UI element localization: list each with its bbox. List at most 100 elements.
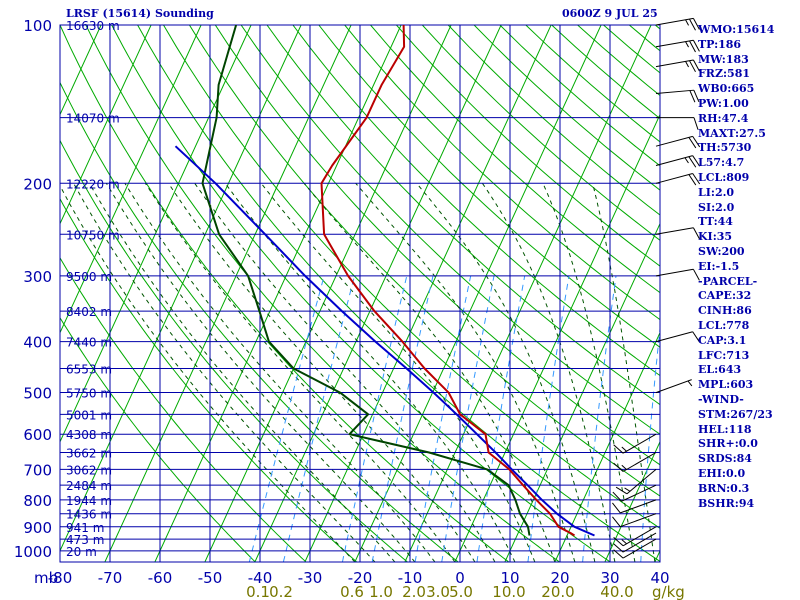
barb-full (692, 331, 701, 343)
mixing-ratio-line (527, 275, 570, 562)
wind-barb (612, 484, 657, 502)
mixing-ratio-label: 2.0 (402, 583, 426, 600)
temperature-line (320, 25, 576, 537)
barb-staff (655, 268, 694, 277)
pressure-tick-label: 1000 (14, 543, 52, 561)
barb-staff (655, 89, 694, 94)
index-item: BRN:0.3 (698, 481, 750, 495)
temperature-tick-label: 10 (500, 569, 519, 587)
isotherm (454, 113, 660, 562)
height-label: 3062 m (66, 463, 112, 477)
index-item: BSHR:94 (698, 496, 755, 510)
barb-full (692, 136, 701, 148)
mixing-ratio-label: 3.0 (426, 583, 450, 600)
barb-full (689, 60, 696, 73)
pressure-tick-label: 300 (23, 268, 52, 286)
barb-half (685, 41, 689, 48)
barb-full (688, 174, 697, 186)
index-item: MW:183 (698, 52, 749, 66)
barb-full (692, 59, 700, 72)
temperature-tick-label: 0 (455, 569, 465, 587)
wind-barb (655, 227, 700, 240)
dry-adiabat (137, 25, 660, 562)
mixing-ratio-label: 20.0 (541, 583, 574, 600)
barb-full (689, 90, 696, 103)
height-label: 6553 m (66, 363, 112, 377)
mixing-ratio-label: 10.0 (492, 583, 525, 600)
dry-adiabat (85, 25, 560, 562)
barb-full (692, 173, 701, 185)
barb-full (612, 516, 621, 528)
barb-half (624, 487, 631, 492)
moist-adiabat (416, 182, 596, 562)
moist-adiabats (60, 182, 656, 562)
height-label: 4308 m (66, 428, 112, 442)
index-item: WB0:665 (698, 82, 755, 96)
x-unit-label: mb (34, 569, 58, 587)
wind-barb (655, 268, 700, 281)
temperature-tick-label: -80 (48, 569, 73, 587)
grid-lines (59, 24, 661, 563)
barb-full (692, 39, 700, 52)
plot-frame (59, 24, 661, 563)
mixing-ratio-unit: g/kg (652, 583, 685, 600)
mixing-ratio-line (414, 275, 472, 562)
barb-full (615, 486, 628, 495)
index-item: MAXT:27.5 (698, 126, 766, 140)
sounding-time: 0600Z 9 JUL 25 (562, 7, 658, 20)
height-label: 5001 m (66, 408, 112, 422)
barb-staff (655, 59, 694, 68)
moist-adiabat (73, 183, 376, 562)
barb-full (689, 40, 696, 53)
moist-adiabat (60, 184, 356, 562)
height-label: 20 m (66, 545, 97, 559)
wind-barb (612, 499, 657, 514)
dry-adiabat (60, 81, 459, 562)
dry-adiabat (60, 256, 307, 562)
profiles (174, 25, 595, 537)
height-label: 1436 m (66, 508, 112, 522)
mixing-ratio-line (371, 275, 434, 562)
height-label: 8402 m (66, 305, 112, 319)
mixing-ratio-label: 40.0 (600, 583, 633, 600)
temperature-tick-label: 40 (650, 569, 669, 587)
mixing-ratio-label: 0.6 (340, 583, 364, 600)
pressure-tick-label: 400 (23, 334, 52, 352)
moist-adiabat (105, 183, 416, 562)
index-item: L57:4.7 (698, 156, 745, 170)
index-item: EI:-1.5 (698, 259, 740, 273)
dry-adiabat (266, 25, 660, 406)
isotherm (604, 440, 660, 562)
dry-adiabat (60, 316, 256, 562)
barb-half (684, 157, 689, 164)
index-item: SHR+:0.0 (698, 437, 758, 451)
barb-staff (621, 484, 657, 502)
mixing-ratio-label: 0.2 (269, 583, 293, 600)
height-label: 3662 m (66, 447, 112, 461)
barb-half (621, 446, 627, 452)
barb-staff (655, 155, 693, 166)
index-item: TT:44 (698, 215, 733, 229)
barb-staff (655, 331, 693, 343)
height-label: 941 m (66, 521, 104, 535)
index-item: LCL:778 (698, 318, 750, 332)
barb-full (692, 155, 701, 167)
height-label: 2484 m (66, 479, 112, 493)
barb-staff (622, 532, 657, 553)
barb-staff (655, 227, 694, 235)
isotherm (0, 25, 51, 562)
barb-staff (622, 538, 657, 559)
index-item: STM:267/23 (698, 407, 773, 421)
temperature-tick-label: -40 (248, 569, 273, 587)
dry-adiabat (292, 25, 660, 377)
wind-barb (613, 433, 657, 454)
moist-adiabat (355, 182, 576, 562)
index-item: KI:35 (698, 230, 733, 244)
index-item: WMO:15614 (698, 23, 775, 36)
index-item: CAPE:32 (698, 289, 752, 303)
dry-adiabat (60, 25, 510, 562)
isotherm (0, 25, 1, 562)
barb-full (612, 502, 621, 514)
barb-staff (622, 452, 657, 472)
